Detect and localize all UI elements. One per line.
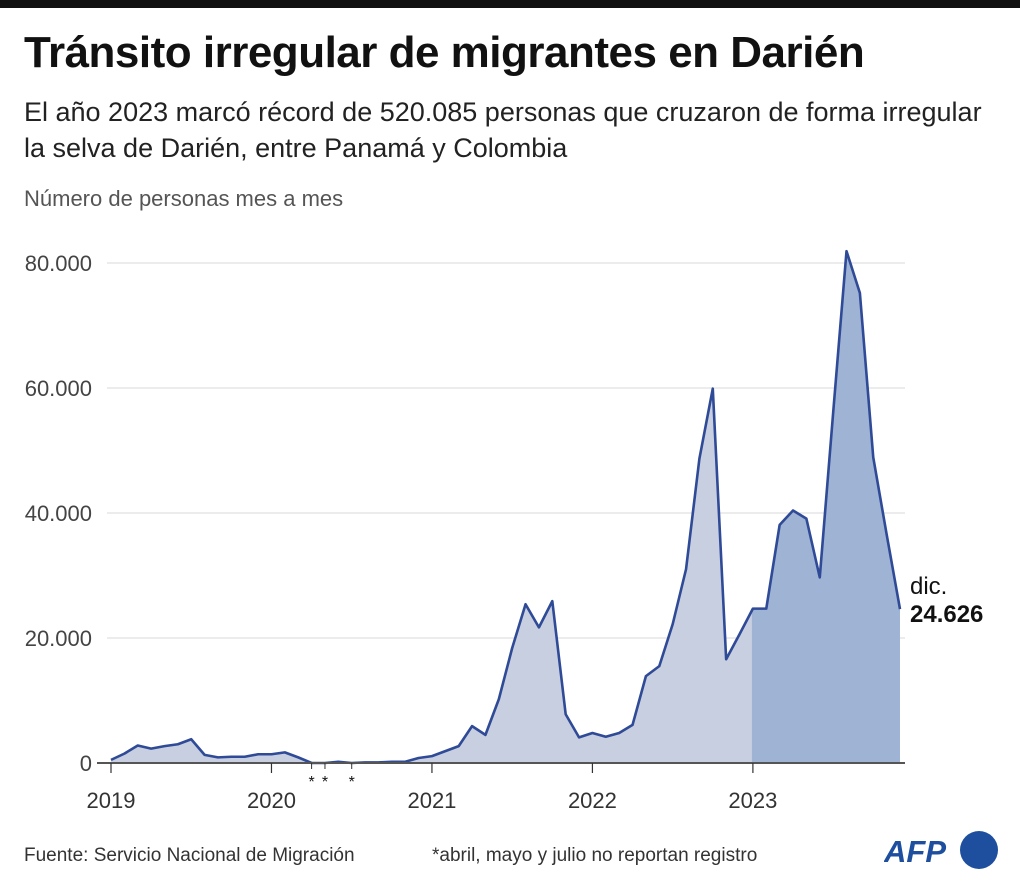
y-tick-label: 0 xyxy=(80,751,92,776)
y-tick-label: 20.000 xyxy=(25,626,92,651)
annotation-month: dic. xyxy=(910,573,947,600)
y-tick-label: 80.000 xyxy=(25,251,92,276)
afp-logo-text: AFP xyxy=(884,834,946,869)
x-tick-label: 2022 xyxy=(568,788,617,813)
top-bar xyxy=(0,0,1020,8)
x-tick-label: 2021 xyxy=(407,788,456,813)
chart-title: Tránsito irregular de migrantes en Darié… xyxy=(24,28,865,77)
no-record-asterisk: * xyxy=(322,774,328,791)
chart-subtitle: El año 2023 marcó récord de 520.085 pers… xyxy=(24,97,982,163)
source-note: Fuente: Servicio Nacional de Migración xyxy=(24,845,355,866)
afp-logo: AFP xyxy=(884,831,998,869)
y-tick-label: 60.000 xyxy=(25,376,92,401)
series-line xyxy=(110,249,902,765)
annotation-value: 24.626 xyxy=(910,601,983,628)
y-axis-label: Número de personas mes a mes xyxy=(24,186,344,211)
area-before-2023 xyxy=(111,388,753,763)
x-tick-label: 2019 xyxy=(87,788,136,813)
afp-logo-circle xyxy=(960,831,998,869)
y-tick-label: 40.000 xyxy=(25,501,92,526)
no-record-asterisk: * xyxy=(349,774,355,791)
footnote: *abril, mayo y julio no reportan registr… xyxy=(432,845,758,866)
x-tick-label: 2023 xyxy=(728,788,777,813)
no-record-asterisk: * xyxy=(308,774,314,791)
x-tick-label: 2020 xyxy=(247,788,296,813)
